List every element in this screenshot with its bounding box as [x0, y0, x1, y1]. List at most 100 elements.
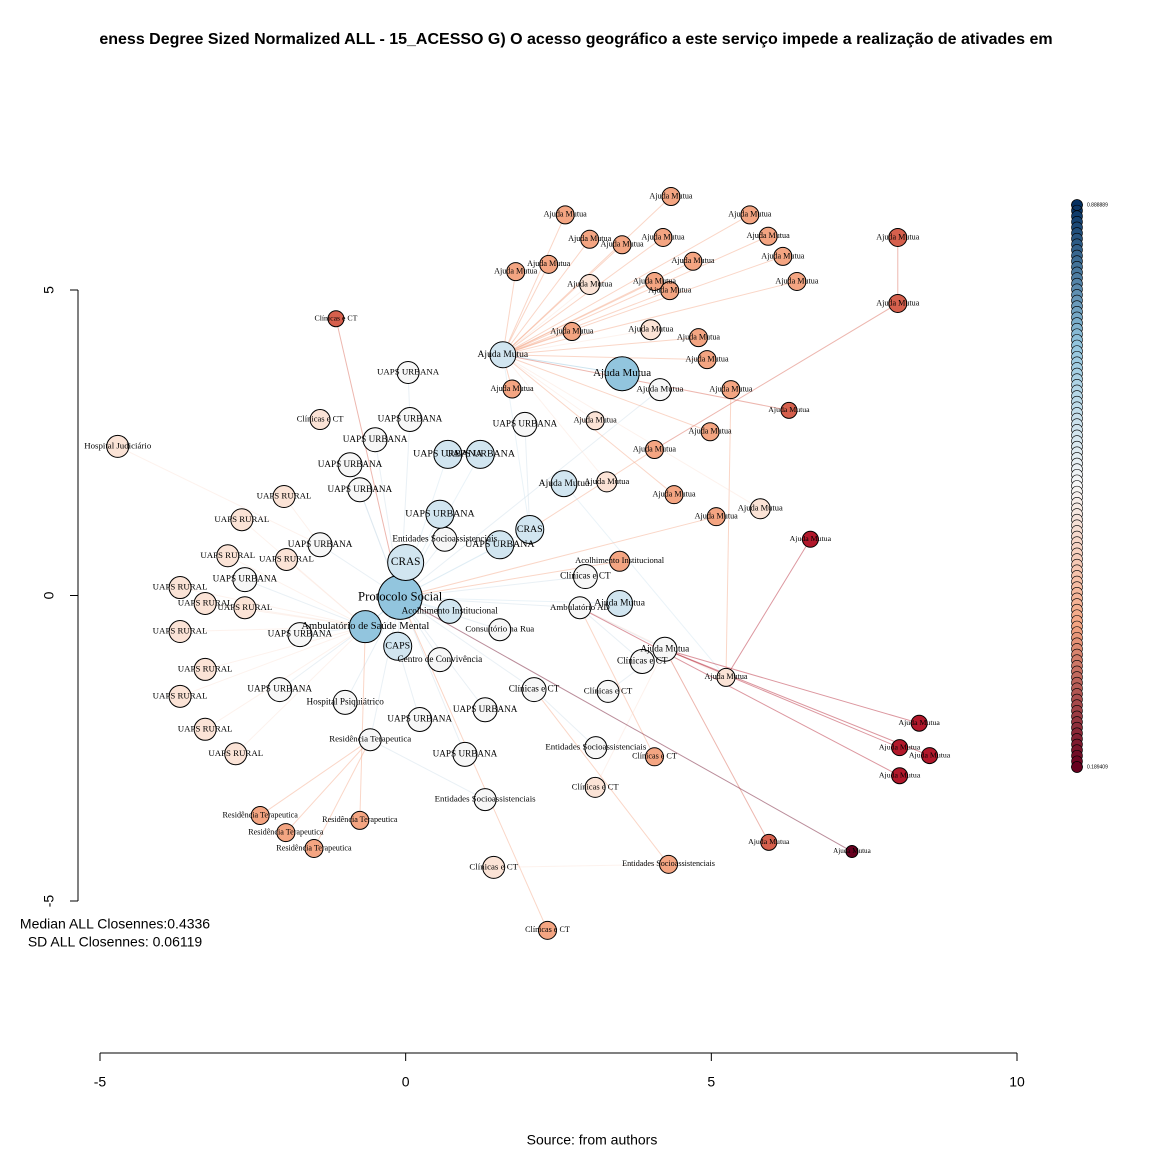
- edge: [579, 607, 727, 678]
- x-tick-label: -5: [94, 1074, 107, 1090]
- node-label: Ajuda Mutua: [641, 232, 684, 241]
- node: [485, 530, 515, 560]
- node-label: Hospital Psiquiátrico: [306, 697, 384, 707]
- edge: [400, 596, 580, 609]
- node-label: UAPS URBANA: [377, 367, 440, 377]
- node: [307, 532, 333, 558]
- node: [609, 550, 631, 572]
- y-tick-label: 0: [41, 591, 57, 599]
- legend: 0.888889 0.189409: [1071, 199, 1108, 773]
- edge: [204, 626, 366, 730]
- node-label: Ajuda Mutua: [761, 251, 804, 260]
- node: [683, 251, 703, 271]
- node: [168, 576, 192, 600]
- node-label: Ajuda Mutua: [494, 267, 537, 276]
- node-label: Hospital Judiciário: [84, 440, 152, 450]
- node: [304, 838, 324, 858]
- node-label: Ajuda Mutua: [544, 210, 587, 219]
- node: [579, 274, 601, 296]
- node: [383, 631, 413, 661]
- edge: [244, 579, 366, 628]
- edge: [502, 354, 596, 422]
- node: [488, 618, 512, 642]
- node-label: Ajuda Mutua: [695, 512, 738, 521]
- node-label: UAPS URBANA: [213, 574, 278, 584]
- node-label: Ajuda Mutua: [689, 427, 732, 436]
- node: [721, 380, 741, 400]
- annotation: Median ALL Closennes:0.4336: [20, 916, 210, 932]
- node: [801, 530, 819, 548]
- edge: [502, 354, 711, 433]
- edge: [664, 648, 900, 749]
- node: [232, 567, 258, 593]
- node-label: Centro de Convivência: [398, 654, 483, 664]
- edge: [180, 626, 366, 633]
- node-label: Ajuda Mutua: [648, 285, 691, 294]
- node-label: Residência Terapeutica: [329, 734, 411, 744]
- node: [580, 229, 600, 249]
- node: [276, 823, 296, 843]
- node-label: UAPS RURAL: [217, 602, 272, 612]
- node: [888, 227, 908, 247]
- node: [760, 833, 778, 851]
- node-label: Ajuda Mutua: [567, 278, 612, 288]
- node: [193, 657, 217, 681]
- node: [193, 591, 217, 615]
- node: [348, 610, 382, 644]
- node: [758, 226, 778, 246]
- edge: [664, 648, 930, 757]
- node-label: Ajuda Mutua: [738, 503, 783, 513]
- edge: [244, 607, 366, 628]
- node: [272, 485, 296, 509]
- node: [506, 262, 526, 282]
- node: [780, 401, 798, 419]
- y-tick-label: 5: [41, 286, 57, 294]
- node: [562, 322, 582, 342]
- node-label: Entidades Socioassistenciais: [622, 859, 715, 868]
- node: [653, 227, 673, 247]
- node: [749, 498, 771, 520]
- node: [697, 350, 717, 370]
- node: [358, 728, 382, 752]
- node: [396, 360, 420, 384]
- node: [787, 271, 807, 291]
- node-label: UAPS URBANA: [328, 484, 393, 494]
- node: [168, 620, 192, 644]
- node: [397, 407, 423, 433]
- node: [539, 254, 559, 274]
- node-label: Protocolo Social: [358, 589, 443, 603]
- node: [452, 741, 478, 767]
- node: [193, 717, 217, 741]
- edge: [654, 303, 899, 450]
- node-label: Ajuda Mutua: [909, 750, 951, 759]
- node: [596, 471, 618, 493]
- node-label: Clínicas e CT: [469, 861, 518, 871]
- node: [332, 689, 358, 715]
- node: [888, 293, 908, 313]
- nodes: Protocolo Social CRAS CAPS Ambulatório de S…: [84, 187, 951, 940]
- node: [644, 439, 664, 459]
- node: [287, 622, 313, 648]
- node-label: UAPS RURAL: [200, 550, 255, 560]
- edge: [399, 597, 548, 931]
- node: [337, 452, 363, 478]
- node: [473, 788, 497, 812]
- node-label: UAPS RURAL: [259, 553, 314, 563]
- node-label: Ajuda Mutua: [584, 476, 629, 486]
- edge: [502, 237, 664, 356]
- edge: [579, 607, 900, 777]
- edge: [399, 389, 661, 598]
- node: [230, 508, 254, 532]
- node-label: Clínicas e CT: [572, 781, 620, 791]
- node-label: Clínicas e CT: [315, 314, 358, 323]
- node-label: Ajuda Mutua: [594, 598, 645, 609]
- node: [433, 439, 463, 469]
- node-label: UAPS URBANA: [453, 704, 518, 714]
- node-label: UAPS RURAL: [153, 626, 208, 636]
- node-label: CAPS: [385, 640, 410, 651]
- node: [425, 499, 455, 529]
- edge: [579, 607, 655, 758]
- node-label: Entidades Socioassistenciais: [435, 794, 537, 804]
- edge: [399, 596, 853, 852]
- node: [568, 596, 592, 620]
